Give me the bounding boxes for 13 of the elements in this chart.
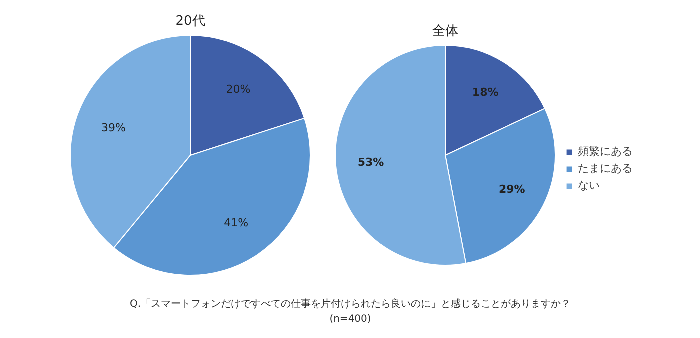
legend-label: ない xyxy=(578,178,600,193)
text: Q.「スマートフォンだけですべての仕事を片付けられたら良いのに」と感じることがありますか？ xyxy=(130,298,572,310)
legend-label: たまにある xyxy=(578,161,633,176)
chart-title: 20代 xyxy=(176,14,206,29)
text: (n=400) xyxy=(330,314,372,325)
data-label: 20% xyxy=(226,82,251,96)
chart-title: 全体 xyxy=(432,24,458,39)
data-label: 29% xyxy=(498,182,526,196)
data-label: 41% xyxy=(224,216,249,230)
data-label: 53% xyxy=(358,156,384,170)
data-label: 18% xyxy=(472,86,499,99)
data-label: 39% xyxy=(102,121,126,134)
legend-label: 頻繁にある xyxy=(578,144,633,159)
